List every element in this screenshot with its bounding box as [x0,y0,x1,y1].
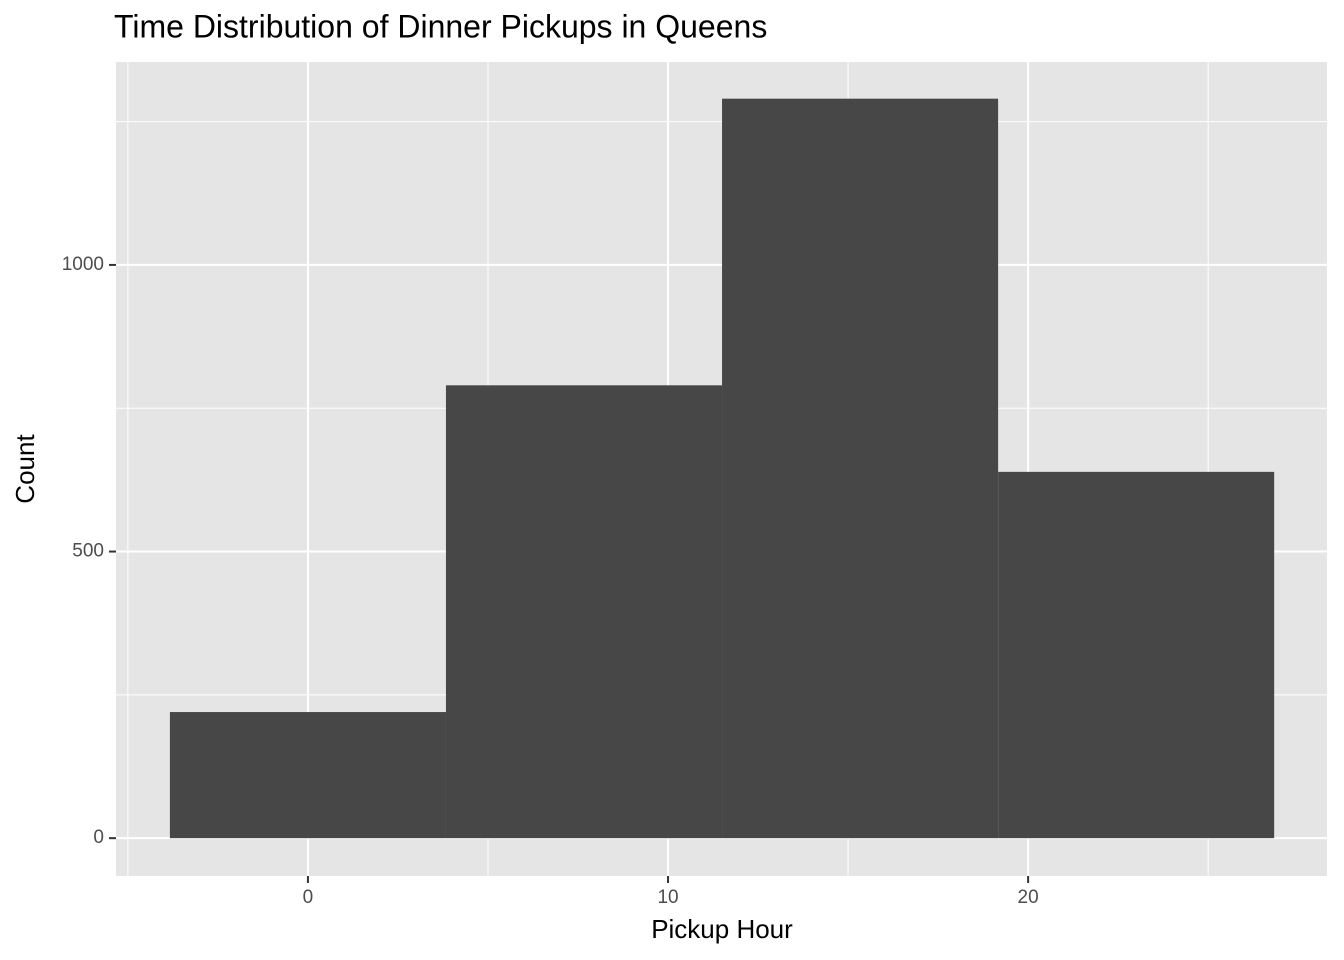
y-axis-label: Count [10,434,40,504]
chart-title: Time Distribution of Dinner Pickups in Q… [114,8,767,44]
bar [998,471,1275,839]
x-tick-label: 0 [303,887,314,908]
y-tick-label: 0 [93,827,104,848]
bar [445,385,723,839]
x-tick-label: 10 [657,887,678,908]
bar [169,712,446,839]
y-tick-label: 500 [72,541,104,562]
x-axis-label: Pickup Hour [651,914,793,944]
y-tick-label: 1000 [62,254,104,275]
bar [722,98,999,839]
x-tick-label: 20 [1018,887,1039,908]
